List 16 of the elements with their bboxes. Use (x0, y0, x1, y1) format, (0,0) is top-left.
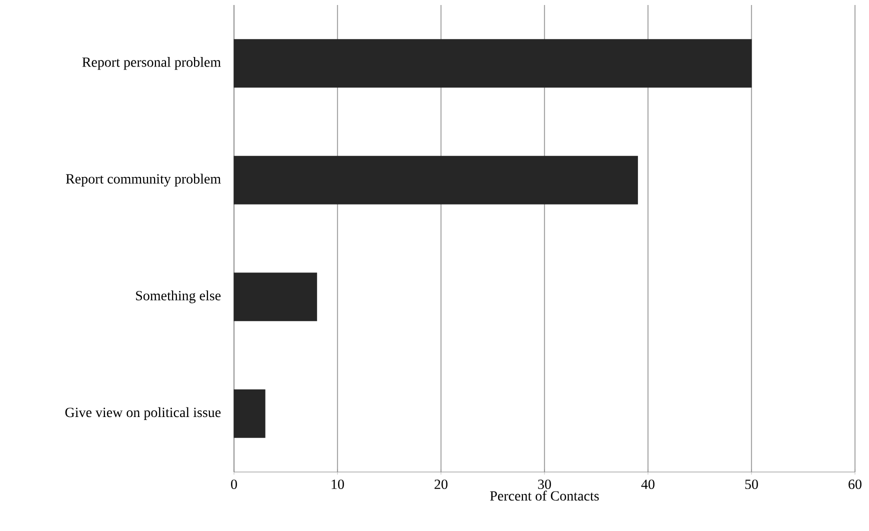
y-tick-label: Report community problem (66, 174, 221, 186)
x-tick-label: 50 (745, 480, 758, 490)
x-tick-label: 40 (641, 480, 654, 490)
x-tick-label: 30 (538, 480, 551, 490)
x-tick-label: 0 (231, 480, 237, 490)
x-axis-title: Percent of Contacts (490, 490, 599, 501)
x-tick-label: 10 (332, 480, 344, 490)
bar (234, 389, 266, 438)
x-tick-label: 60 (848, 480, 862, 490)
y-tick-label: Report personal problem (82, 57, 221, 70)
bar (234, 272, 318, 322)
x-tick-label: 20 (434, 480, 448, 490)
y-tick-label: Something else (136, 290, 221, 304)
bar (234, 156, 638, 204)
bar (234, 39, 752, 88)
y-tick-label: Give view on political issue (65, 407, 221, 420)
